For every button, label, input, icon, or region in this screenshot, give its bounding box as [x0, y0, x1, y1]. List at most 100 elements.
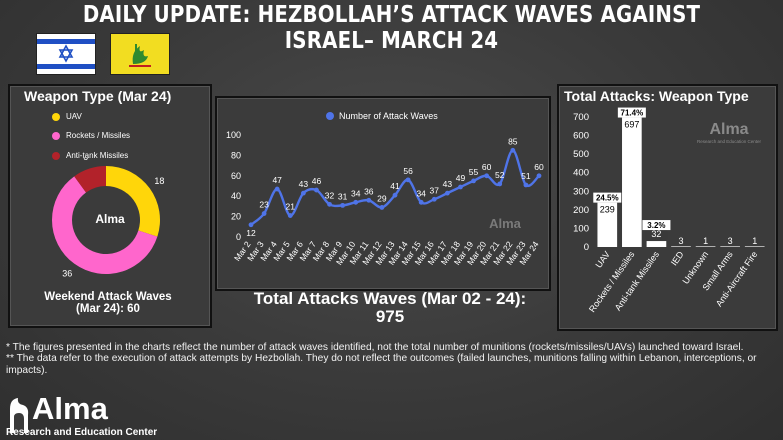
brand-name: Alma [32, 391, 108, 426]
line-data-label: 34 [351, 188, 361, 198]
line-data-label: 21 [286, 202, 296, 212]
slice-rockets-label: 36 [62, 268, 72, 278]
bar-percent-label-bg [593, 192, 622, 203]
line-data-label: 46 [312, 176, 322, 186]
line-data-label: 36 [364, 186, 374, 196]
alma-logo-icon [10, 398, 29, 433]
line-point [497, 181, 503, 187]
bar-value-label: 1 [703, 236, 708, 246]
line-point [379, 205, 385, 210]
bar [646, 241, 667, 247]
bar [597, 202, 618, 247]
line-data-label: 34 [416, 188, 426, 198]
legend-uav-swatch [52, 112, 60, 121]
line-point [300, 190, 306, 196]
line-data-label: 37 [430, 185, 440, 195]
y-tick-label: 80 [231, 150, 241, 160]
legend-uav: UAV [52, 112, 82, 121]
bar [622, 117, 642, 247]
bar-percent-label-bg [642, 220, 671, 231]
line-data-label: 43 [299, 179, 309, 189]
bar-value-label-bg [645, 230, 668, 240]
line-data-label: 56 [403, 166, 413, 176]
slice-uav [106, 166, 160, 237]
bar-category-label: Anti-tank Missiles [613, 249, 662, 313]
line-point [536, 173, 542, 179]
bar-value-label: 1 [752, 236, 757, 246]
legend-antitank-swatch [52, 151, 60, 160]
bar-value-label: 3 [678, 236, 683, 246]
line-point [287, 213, 293, 218]
y-tick-label: 0 [236, 232, 241, 242]
line-point [314, 187, 319, 193]
bar-y-tick-label: 600 [573, 131, 589, 142]
line-data-label: 51 [521, 171, 531, 181]
total-weapon-type-bar-panel [557, 84, 778, 331]
bar-y-tick-label: 400 [573, 168, 589, 179]
donut-summary-line2: (Mar 24): 60 [76, 303, 140, 315]
line-data-label: 49 [456, 173, 466, 183]
line-point [327, 201, 332, 207]
bar-value-label: 239 [600, 205, 615, 215]
bar-category-label: UAV [593, 249, 611, 269]
page-title: DAILY UPDATE: HEZBOLLAH’S ATTACK WAVES A… [82, 2, 701, 54]
line-point [274, 186, 280, 192]
line-point [510, 147, 516, 153]
bar [720, 246, 740, 247]
attack-waves-line-panel [215, 96, 551, 291]
bar-value-label: 697 [624, 120, 639, 130]
attack-waves-line-chart: Alma Number of Attack Waves 0 20 40 60 80 100 12… [226, 111, 544, 267]
line-point [431, 196, 437, 202]
line-point [261, 211, 267, 216]
line-point [458, 184, 463, 190]
y-tick-label: 60 [231, 171, 241, 181]
line-point [353, 199, 359, 205]
footnote-2: ** The data refer to the execution of at… [6, 353, 757, 376]
line-data-label: 43 [443, 179, 453, 189]
line-data-label: 60 [482, 162, 492, 172]
line-point [340, 202, 346, 208]
legend-rockets-swatch [52, 131, 60, 140]
line-point [523, 182, 529, 188]
bar-percent-label-bg [617, 107, 646, 118]
line-legend-label: Number of Attack Waves [339, 111, 438, 121]
donut-title: Weapon Type (Mar 24) [24, 88, 172, 104]
line-point [444, 190, 450, 196]
y-tick-label: 20 [231, 212, 241, 222]
bar-y-tick-label: 300 [573, 186, 589, 197]
legend-uav-label: UAV [66, 112, 82, 121]
line-watermark: Alma [489, 216, 522, 231]
bar [695, 246, 716, 247]
hezbollah-flag-icon [110, 33, 170, 75]
line-data-label: 31 [338, 191, 348, 201]
y-tick-label: 40 [231, 191, 241, 201]
bar-percent-label: 3.2% [647, 221, 665, 230]
donut-summary: Weekend Attack Waves (Mar 24): 60 [10, 291, 206, 315]
bar-chart-title: Total Attacks: Weapon Type [564, 88, 749, 104]
bar-percent-label: 71.4% [621, 109, 644, 118]
slice-antitank [74, 166, 106, 193]
bar-watermark: Alma [709, 121, 748, 138]
footnote-1: * The figures presented in the charts re… [6, 342, 744, 353]
bar [744, 246, 765, 247]
legend-rockets: Rockets / Missiles [52, 131, 130, 140]
brand-tagline: Research and Education Center [6, 427, 158, 438]
line-data-label: 41 [390, 181, 400, 191]
bar-percent-label: 24.5% [596, 194, 619, 203]
line-data-label: 32 [325, 190, 335, 200]
line-point [366, 197, 372, 203]
bar-value-label: 32 [651, 229, 661, 239]
slice-antitank-label: 6 [83, 158, 88, 162]
line-point [405, 177, 411, 183]
slice-uav-label: 18 [154, 176, 164, 186]
bar-y-tick-label: 100 [573, 223, 589, 234]
bar-y-tick-label: 200 [573, 205, 589, 216]
line-legend-marker [326, 112, 334, 120]
bar-value-label: 3 [728, 236, 733, 246]
line-data-label: 60 [534, 162, 544, 172]
bar-watermark-sub: Research and Education Center [697, 139, 762, 144]
line-data-label: 23 [259, 200, 269, 210]
total-attack-waves-value: 975 [375, 307, 405, 326]
donut-center-logo-text: Alma [95, 212, 125, 226]
